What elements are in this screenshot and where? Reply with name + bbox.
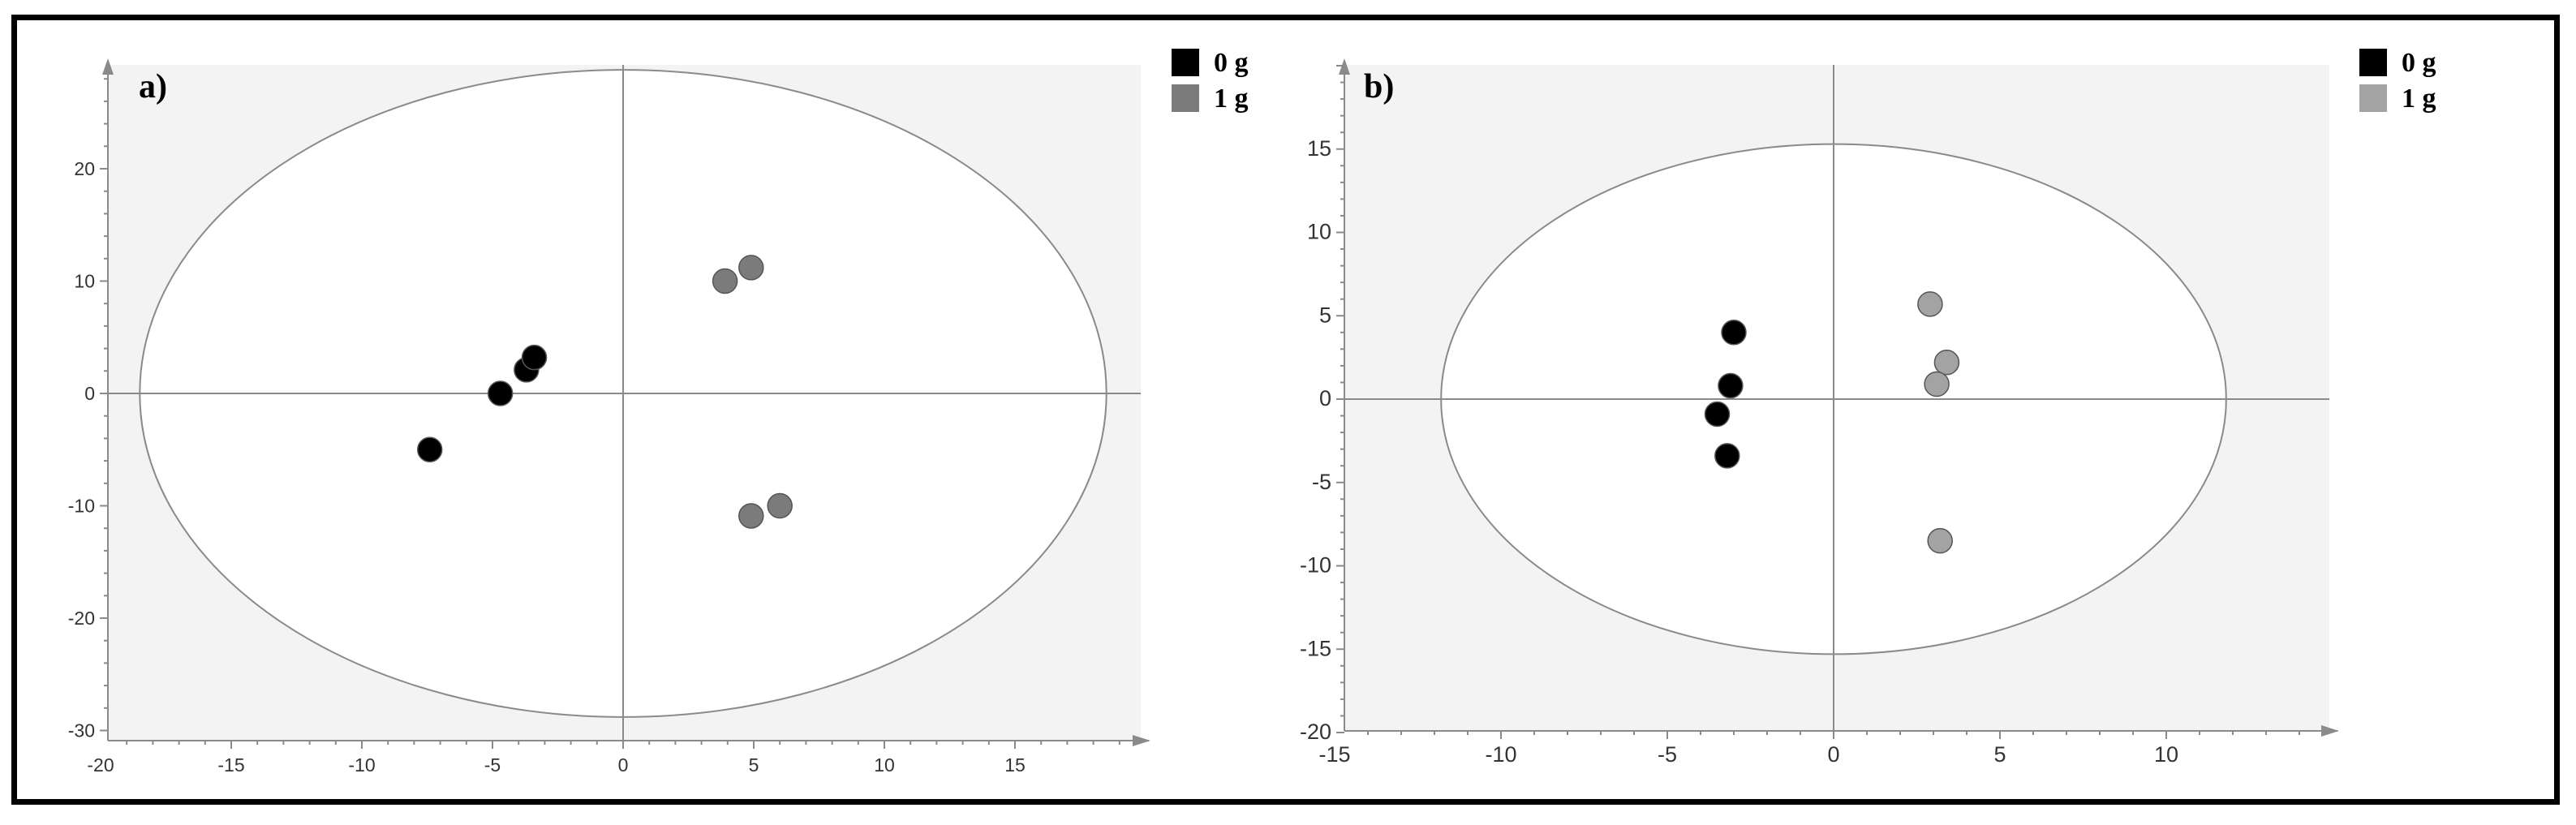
- y-tick-label: -10: [68, 496, 95, 517]
- data-point-series-0g: [521, 344, 548, 371]
- data-point-series-1g: [1927, 527, 1953, 554]
- x-tick-label: -10: [348, 754, 375, 776]
- data-point-series-0g: [1714, 443, 1740, 469]
- legend-label: 1 g: [2402, 84, 2436, 114]
- data-point-series-0g: [1704, 401, 1731, 428]
- y-tick-label: -30: [68, 720, 95, 741]
- data-point-series-0g: [416, 436, 443, 462]
- y-tick-label: 0: [1319, 386, 1331, 410]
- panel-label: b): [1364, 68, 1394, 105]
- y-tick-label: -15: [1300, 636, 1331, 660]
- legend-swatch: [2359, 49, 2387, 76]
- data-point-series-0g: [1721, 320, 1747, 346]
- legend-label: 0 g: [2402, 48, 2436, 78]
- legend-swatch: [2359, 84, 2387, 112]
- y-tick-label: 0: [84, 383, 95, 404]
- x-tick-label: 15: [1004, 754, 1026, 776]
- x-tick-label: -10: [1485, 742, 1516, 767]
- x-tick-label: 0: [618, 754, 629, 776]
- x-tick-label: -5: [1658, 742, 1677, 767]
- y-tick-label: -20: [1300, 720, 1331, 744]
- x-tick-label: 10: [2154, 742, 2178, 767]
- y-tick-label: 10: [1307, 220, 1331, 244]
- legend-label: 0 g: [1214, 48, 1249, 78]
- data-point-series-1g: [1924, 371, 1950, 397]
- y-tick-label: -5: [1312, 470, 1331, 494]
- x-tick-label: 5: [1993, 742, 2006, 767]
- legend-swatch: [1172, 84, 1199, 112]
- data-point-series-1g: [1917, 291, 1943, 317]
- y-tick-label: 10: [74, 271, 95, 292]
- x-tick-label: 10: [874, 754, 895, 776]
- data-point-series-1g: [738, 503, 764, 529]
- x-tick-label: -20: [87, 754, 114, 776]
- data-point-series-0g: [1718, 372, 1744, 399]
- y-tick-label: 20: [74, 158, 95, 179]
- x-tick-label: 5: [749, 754, 759, 776]
- x-tick-label: -15: [1318, 742, 1350, 767]
- panel-a: -30 -20 -10 0 10 20 -20 -15 -10 -5 0 5 10 15 a) 0 g 1 g: [68, 48, 1249, 776]
- x-axis-arrow: [2321, 725, 2339, 737]
- data-point-series-0g: [487, 380, 514, 406]
- x-axis-arrow: [1133, 735, 1150, 746]
- panel-label: a): [139, 68, 167, 105]
- x-tick-label: 0: [1827, 742, 1839, 767]
- y-tick-label: -20: [68, 608, 95, 629]
- data-point-series-1g: [738, 255, 764, 281]
- y-axis-arrow: [102, 58, 114, 75]
- y-tick-label: 5: [1319, 303, 1331, 327]
- y-tick-label: -10: [1300, 553, 1331, 578]
- legend-swatch: [1172, 49, 1199, 76]
- y-tick-label: 15: [1307, 136, 1331, 161]
- data-point-series-1g: [1933, 350, 1960, 376]
- data-point-series-1g: [712, 268, 738, 294]
- x-tick-label: -15: [217, 754, 244, 776]
- legend-label: 1 g: [1214, 84, 1249, 114]
- data-point-series-1g: [767, 492, 793, 519]
- x-tick-label: -5: [484, 754, 501, 776]
